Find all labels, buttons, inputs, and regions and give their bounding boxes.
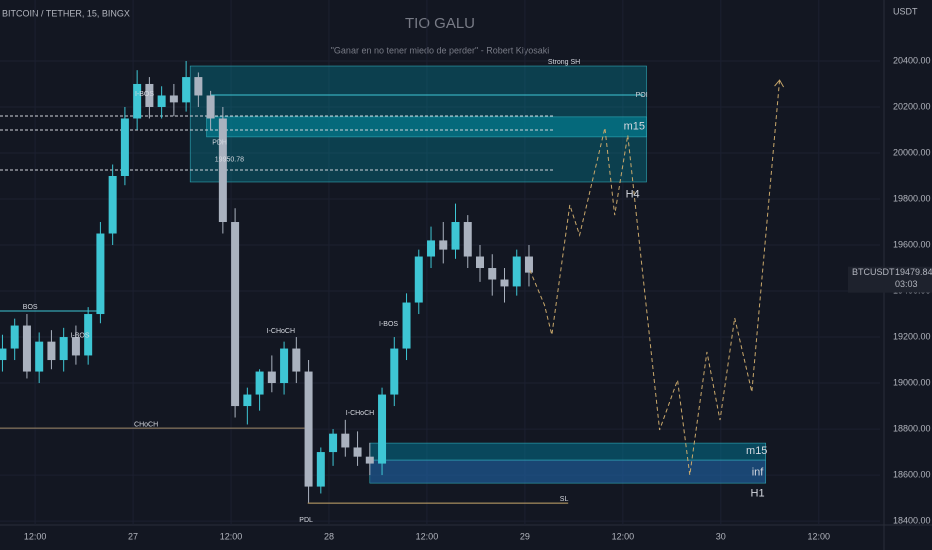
annotation: PDL bbox=[299, 517, 313, 524]
annotation: m15 bbox=[746, 445, 767, 457]
annotation: I-CHoCH bbox=[346, 410, 374, 417]
candle-body bbox=[22, 325, 31, 372]
candle-body bbox=[451, 222, 460, 250]
candle-body bbox=[145, 83, 154, 107]
candle-body bbox=[84, 314, 93, 356]
candle-body bbox=[194, 77, 203, 96]
annotation: m15 bbox=[624, 120, 645, 132]
x-tick-label: 12:00 bbox=[612, 531, 635, 541]
candle-body bbox=[0, 348, 7, 361]
y-tick-label: 19800.00 bbox=[893, 193, 931, 203]
candle-body bbox=[512, 256, 521, 287]
candle-body bbox=[10, 325, 19, 349]
annotation: CHoCH bbox=[134, 421, 158, 428]
x-tick-label: 12:00 bbox=[808, 531, 831, 541]
candle-body bbox=[157, 95, 166, 107]
candle-body bbox=[59, 337, 68, 361]
candle-body bbox=[206, 95, 215, 119]
x-tick-label: 12:00 bbox=[220, 531, 243, 541]
y-tick-label: 20400.00 bbox=[893, 55, 931, 65]
candle-body bbox=[524, 256, 533, 273]
annotation: inf bbox=[752, 467, 765, 479]
y-unit: USDT bbox=[893, 6, 918, 16]
annotation: I-BOS bbox=[70, 333, 89, 340]
annotation: BOS bbox=[23, 304, 38, 311]
y-tick-label: 20000.00 bbox=[893, 147, 931, 157]
annotation: I-CHoCH bbox=[267, 328, 295, 335]
annotation: H1 bbox=[751, 487, 765, 499]
candle-body bbox=[231, 222, 240, 407]
projection-arrow bbox=[774, 79, 785, 88]
candle-body bbox=[108, 175, 117, 234]
x-tick-label: 12:00 bbox=[24, 531, 47, 541]
candle-body bbox=[169, 95, 178, 103]
y-tick-label: 20200.00 bbox=[893, 101, 931, 111]
x-tick-label: 12:00 bbox=[416, 531, 439, 541]
y-tick-label: 18600.00 bbox=[893, 469, 931, 479]
candle-body bbox=[353, 447, 362, 457]
price-tag-value: 19479.84 bbox=[895, 267, 932, 277]
candle-body bbox=[120, 118, 129, 176]
candle-body bbox=[427, 240, 436, 257]
y-tick-label: 18800.00 bbox=[893, 423, 931, 433]
candle-body bbox=[255, 371, 264, 395]
zone bbox=[206, 116, 647, 138]
candle-body bbox=[414, 256, 423, 303]
candle-body bbox=[488, 268, 497, 280]
chart-subtitle: "Ganar en no tener miedo de perder" - Ro… bbox=[331, 45, 550, 55]
annotation: Strong SH bbox=[548, 59, 580, 66]
candle-body bbox=[182, 77, 191, 103]
projection-line bbox=[529, 80, 781, 476]
x-tick-label: 27 bbox=[128, 531, 138, 541]
annotation: SL bbox=[560, 496, 569, 503]
candle-body bbox=[218, 118, 227, 223]
candle-body bbox=[500, 279, 509, 287]
annotation: POI bbox=[636, 92, 648, 99]
candle-body bbox=[243, 394, 252, 407]
candle-body bbox=[267, 371, 276, 384]
candle-body bbox=[390, 348, 399, 395]
annotation: H4 bbox=[626, 188, 640, 200]
annotation: PDH bbox=[212, 139, 227, 146]
zone bbox=[369, 459, 767, 484]
price-tag-symbol: BTCUSDT bbox=[852, 267, 895, 277]
chart-title: TIO GALU bbox=[405, 15, 475, 32]
candle-body bbox=[71, 337, 80, 356]
candle-body bbox=[378, 394, 387, 464]
zone bbox=[369, 442, 767, 461]
candle-body bbox=[292, 348, 301, 372]
candle-body bbox=[402, 302, 411, 349]
candle-body bbox=[476, 256, 484, 269]
annotation: 19950.78 bbox=[215, 157, 244, 164]
y-tick-label: 19600.00 bbox=[893, 239, 931, 249]
y-tick-label: 18400.00 bbox=[893, 515, 931, 525]
candle-body bbox=[463, 222, 472, 257]
candle-body bbox=[329, 433, 338, 453]
y-tick-label: 19000.00 bbox=[893, 377, 931, 387]
candle-body bbox=[35, 341, 44, 372]
candle-body bbox=[47, 341, 56, 361]
price-tag-box bbox=[848, 266, 932, 293]
candle-body bbox=[316, 452, 325, 487]
candle-body bbox=[341, 433, 350, 448]
symbol-title: BITCOIN / TETHER, 15, BINGX bbox=[2, 8, 130, 18]
candle-body bbox=[96, 233, 105, 315]
annotation: I-BOS bbox=[135, 91, 154, 98]
candle-body bbox=[280, 348, 289, 384]
x-tick-label: 30 bbox=[716, 531, 726, 541]
price-tag-countdown: 03:03 bbox=[895, 279, 918, 289]
candle-body bbox=[439, 240, 448, 250]
x-tick-label: 28 bbox=[324, 531, 334, 541]
candle-body bbox=[133, 83, 142, 119]
annotation: I-BOS bbox=[379, 321, 398, 328]
candle-body bbox=[304, 371, 313, 487]
candle-body bbox=[365, 456, 374, 464]
x-tick-label: 29 bbox=[520, 531, 530, 541]
y-tick-label: 19200.00 bbox=[893, 331, 931, 341]
